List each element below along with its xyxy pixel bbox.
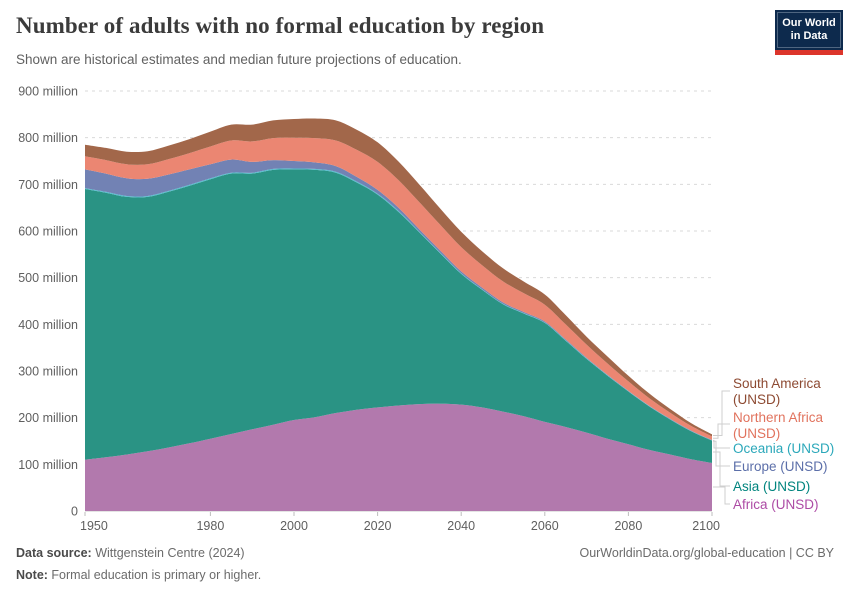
y-tick-label: 0 [71,505,78,519]
y-tick-label: 800 million [18,131,78,145]
x-tick-label: 2100 [692,519,720,533]
y-tick-label: 600 million [18,225,78,239]
area-europe[interactable] [85,159,712,441]
owid-logo-line1: Our World [782,17,836,29]
legend-connector-europe [713,440,730,467]
area-northern-africa[interactable] [85,137,712,440]
x-tick-label: 2040 [447,519,475,533]
note-line: Note: Formal education is primary or hig… [16,568,261,582]
y-tick-label: 700 million [18,178,78,192]
note-label: Note: [16,568,48,582]
y-tick-label: 100 million [18,458,78,472]
y-tick-label: 900 million [18,85,78,99]
page-subtitle: Shown are historical estimates and media… [16,52,462,67]
x-tick-label: 1980 [196,519,224,533]
x-tick-label: 2080 [614,519,642,533]
y-tick-label: 400 million [18,318,78,332]
data-source-line: Data source: Wittgenstein Centre (2024) [16,546,245,560]
page-title: Number of adults with no formal educatio… [16,13,545,38]
y-tick-label: 500 million [18,271,78,285]
owid-logo-line2: in Data [790,30,828,42]
y-tick-label: 200 million [18,411,78,425]
note-text: Formal education is primary or higher. [47,568,262,582]
legend-connector-asia [713,451,730,487]
data-source-label: Data source: [16,546,92,560]
area-africa[interactable] [85,403,712,511]
owid-logo[interactable]: Our World in Data [775,10,843,55]
legend-item-oceania[interactable]: Oceania (UNSD) [733,441,835,456]
x-tick-label: 2000 [280,519,308,533]
x-tick-label: 2020 [364,519,392,533]
legend-item-africa[interactable]: Africa (UNSD) [733,497,819,512]
legend-connector-northern-africa [713,423,730,439]
legend-connector-oceania [713,439,730,449]
x-tick-label: 2060 [531,519,559,533]
legend-item-europe[interactable]: Europe (UNSD) [733,459,828,474]
area-asia[interactable] [85,169,712,463]
legend-item-south-america[interactable]: South America (UNSD) [733,376,821,407]
data-source-text: Wittgenstein Centre (2024) [91,546,245,560]
owid-logo-frame: Our World in Data [777,12,841,48]
y-tick-label: 300 million [18,365,78,379]
legend-connector-africa [713,486,730,505]
x-tick-label: 1950 [80,519,108,533]
legend-connector-south-america [713,390,730,436]
legend-item-northern-africa[interactable]: Northern Africa (UNSD) [733,410,824,441]
owid-logo-red-bar [775,50,843,55]
legend-item-asia[interactable]: Asia (UNSD) [733,479,811,494]
footer-link[interactable]: OurWorldinData.org/global-education | CC… [579,546,834,560]
